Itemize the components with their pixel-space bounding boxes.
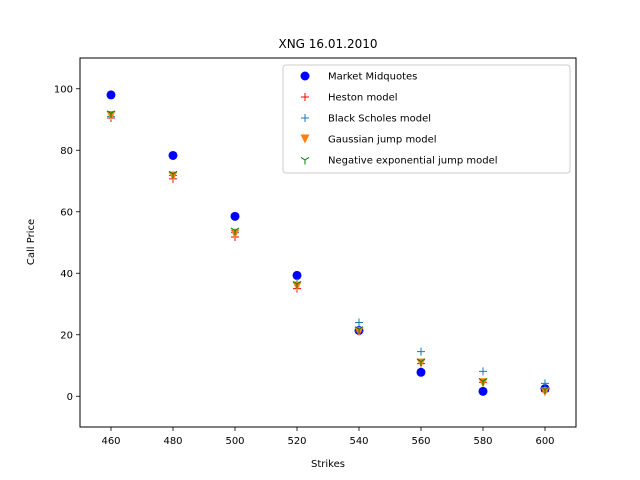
data-point bbox=[168, 150, 178, 160]
x-axis-label: Strikes bbox=[311, 459, 345, 470]
data-point bbox=[478, 386, 488, 396]
data-point bbox=[168, 170, 178, 179]
data-point bbox=[478, 378, 488, 386]
legend-marker bbox=[300, 71, 310, 81]
x-tick-label: 460 bbox=[101, 436, 120, 447]
legend-marker bbox=[300, 134, 310, 144]
data-point bbox=[354, 326, 364, 334]
data-point bbox=[417, 347, 425, 356]
legend-marker bbox=[301, 93, 309, 101]
data-point bbox=[106, 90, 116, 100]
series-layer bbox=[106, 90, 550, 397]
x-tick-label: 560 bbox=[411, 436, 430, 447]
plot-area bbox=[79, 57, 577, 428]
data-point bbox=[230, 211, 240, 221]
legend: Market Midquotes Heston model Black Schole… bbox=[282, 64, 571, 174]
y-tick-label: 60 bbox=[60, 207, 73, 218]
data-point bbox=[106, 110, 116, 118]
x-tick-label: 540 bbox=[349, 436, 368, 447]
data-point bbox=[355, 318, 363, 327]
y-axis-label: Call Price bbox=[26, 219, 37, 265]
data-point bbox=[230, 227, 240, 236]
legend-entry: Gaussian jump model bbox=[328, 135, 437, 146]
x-tick-label: 600 bbox=[535, 436, 554, 447]
legend-entry: Heston model bbox=[328, 93, 398, 104]
data-point bbox=[416, 367, 426, 377]
data-point bbox=[541, 379, 549, 388]
x-tick-label: 580 bbox=[473, 436, 492, 447]
data-point bbox=[416, 358, 426, 367]
series-4 bbox=[106, 110, 550, 394]
x-tick-label: 520 bbox=[287, 436, 306, 447]
x-tick-label: 480 bbox=[163, 436, 182, 447]
x-axis: 460 480 500 520 540 560 580 600 bbox=[101, 427, 555, 447]
chart-title: XNG 16.01.2010 bbox=[278, 37, 377, 51]
data-point bbox=[479, 367, 487, 376]
legend-entry: Negative exponential jump model bbox=[328, 156, 498, 167]
y-tick-label: 20 bbox=[60, 330, 73, 341]
legend-marker bbox=[300, 156, 310, 165]
legend-box bbox=[282, 64, 571, 174]
y-tick-label: 100 bbox=[54, 84, 73, 95]
legend-marker bbox=[301, 114, 309, 122]
y-tick-label: 40 bbox=[60, 269, 73, 280]
y-tick-label: 0 bbox=[67, 392, 73, 403]
x-tick-label: 500 bbox=[225, 436, 244, 447]
y-axis: 0 20 40 60 80 100 bbox=[54, 84, 80, 403]
data-point bbox=[292, 280, 302, 289]
legend-entry: Market Midquotes bbox=[328, 72, 417, 83]
data-point bbox=[540, 386, 550, 394]
legend-entry: Black Scholes model bbox=[328, 114, 431, 125]
y-tick-label: 80 bbox=[60, 146, 73, 157]
data-point bbox=[292, 270, 302, 280]
